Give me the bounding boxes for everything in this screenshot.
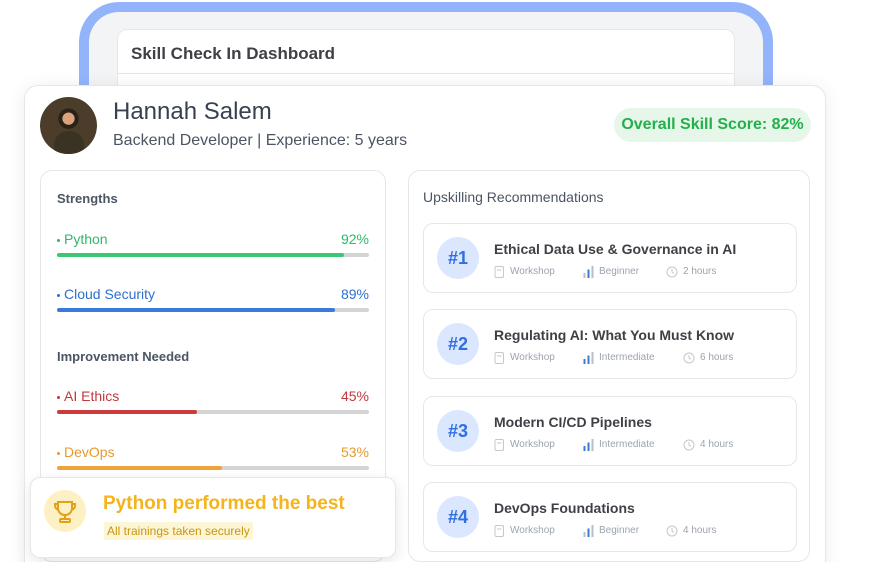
rank-badge: #2 — [437, 323, 479, 365]
clock-icon — [666, 266, 678, 278]
course-title: DevOps Foundations — [494, 500, 635, 516]
meta-level: Intermediate — [583, 351, 655, 365]
progress-fill — [57, 410, 198, 414]
trophy-icon-glyph — [53, 501, 77, 523]
recommendations-panel: Upskilling Recommendations #1 Ethical Da… — [408, 170, 810, 562]
highlight-card: Python performed the best All trainings … — [30, 477, 396, 558]
rank-badge: #4 — [437, 496, 479, 538]
recommendations-title: Upskilling Recommendations — [423, 189, 604, 205]
progress-track — [57, 410, 369, 414]
rank-badge: #1 — [437, 237, 479, 279]
bullet-dot-icon — [57, 451, 60, 455]
meta-duration: 4 hours — [666, 524, 716, 538]
progress-fill — [57, 253, 345, 257]
skill-label: AI Ethics — [57, 388, 119, 404]
document-icon — [494, 266, 504, 278]
recommendation-card[interactable]: #2 Regulating AI: What You Must Know Wor… — [423, 309, 797, 379]
recommendation-card[interactable]: #1 Ethical Data Use & Governance in AI W… — [423, 223, 797, 293]
clock-icon — [666, 525, 678, 537]
skill-label: Python — [57, 231, 108, 247]
meta-type: Workshop — [494, 438, 555, 452]
document-icon — [494, 439, 504, 451]
meta-type: Workshop — [494, 265, 555, 279]
recommendation-card[interactable]: #3 Modern CI/CD Pipelines Workshop Inter… — [423, 396, 797, 466]
bullet-dot-icon — [57, 395, 60, 399]
meta-level: Beginner — [583, 524, 639, 538]
bar-chart-icon — [583, 266, 594, 278]
meta-duration: 6 hours — [683, 351, 733, 365]
course-title: Ethical Data Use & Governance in AI — [494, 241, 737, 257]
progress-track — [57, 253, 369, 257]
dashboard-title: Skill Check In Dashboard — [131, 44, 336, 63]
skill-label: DevOps — [57, 444, 115, 460]
skill-row-ai-ethics: AI Ethics 45% — [57, 388, 369, 418]
skill-label: Cloud Security — [57, 286, 155, 302]
user-name: Hannah Salem — [113, 98, 272, 125]
bar-chart-icon — [583, 352, 594, 364]
meta-duration: 4 hours — [683, 438, 733, 452]
skill-row-cloud-security: Cloud Security 89% — [57, 286, 369, 316]
highlight-title: Python performed the best — [103, 493, 345, 514]
progress-fill — [57, 466, 223, 470]
document-icon — [494, 525, 504, 537]
skill-percent: 92% — [340, 231, 369, 247]
avatar — [40, 97, 97, 154]
highlight-subtitle: All trainings taken securely — [104, 522, 253, 540]
overall-score-badge: Overall Skill Score: 82% — [614, 108, 811, 142]
skill-row-devops: DevOps 53% — [57, 444, 369, 474]
meta-duration: 2 hours — [666, 265, 716, 279]
bullet-dot-icon — [57, 293, 60, 297]
meta-level: Beginner — [583, 265, 639, 279]
course-title: Modern CI/CD Pipelines — [494, 414, 652, 430]
trophy-icon — [44, 490, 86, 532]
meta-type: Workshop — [494, 351, 555, 365]
bar-chart-icon — [583, 439, 594, 451]
skill-percent: 53% — [340, 444, 369, 460]
improvement-title: Improvement Needed — [57, 349, 190, 364]
divider — [118, 73, 734, 74]
progress-track — [57, 308, 369, 312]
clock-icon — [683, 439, 695, 451]
bullet-dot-icon — [57, 238, 60, 242]
progress-fill — [57, 308, 335, 312]
rank-badge: #3 — [437, 410, 479, 452]
clock-icon — [683, 352, 695, 364]
strengths-title: Strengths — [57, 191, 118, 206]
document-icon — [494, 352, 504, 364]
meta-type: Workshop — [494, 524, 555, 538]
skill-percent: 89% — [340, 286, 369, 302]
progress-track — [57, 466, 369, 470]
user-role-experience: Backend Developer | Experience: 5 years — [113, 132, 408, 149]
recommendation-card[interactable]: #4 DevOps Foundations Workshop Beginner … — [423, 482, 797, 552]
meta-level: Intermediate — [583, 438, 655, 452]
course-title: Regulating AI: What You Must Know — [494, 327, 735, 343]
bar-chart-icon — [583, 525, 594, 537]
skill-percent: 45% — [340, 388, 369, 404]
skill-row-python: Python 92% — [57, 231, 369, 261]
